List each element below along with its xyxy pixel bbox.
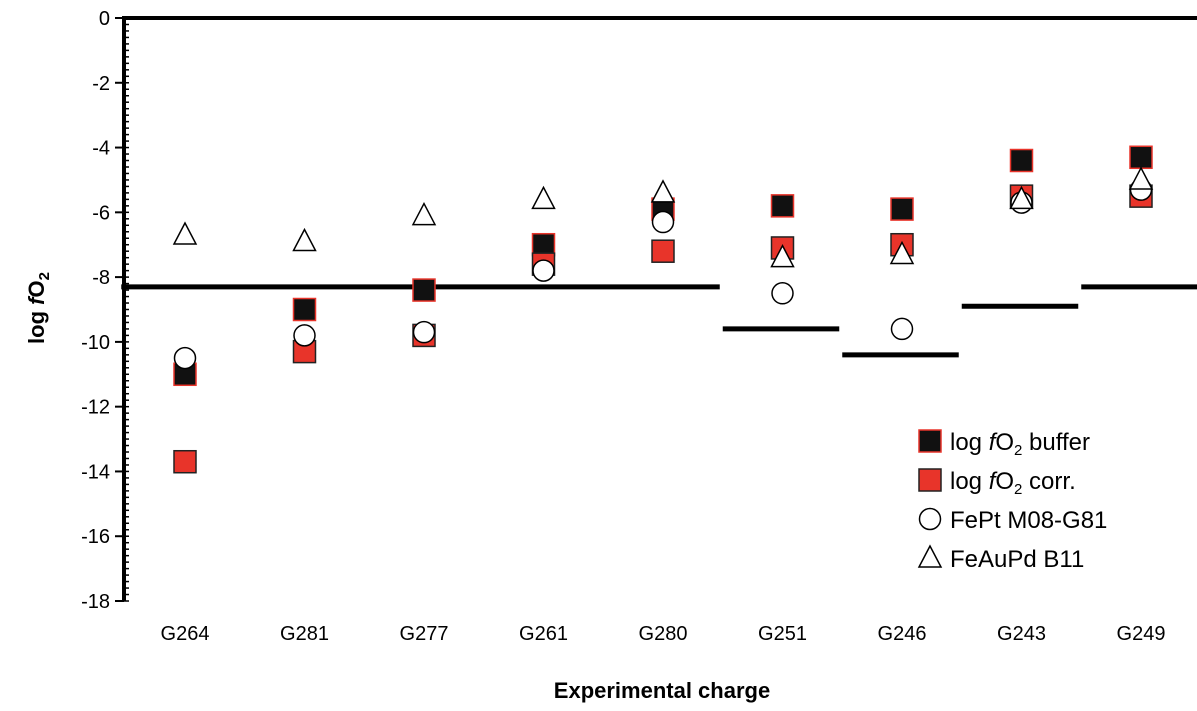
point-log-fo2-buffer bbox=[292, 297, 317, 322]
point-fept-m08-g81 bbox=[412, 320, 436, 344]
point-feaupd-b11 bbox=[770, 244, 795, 268]
y-tick-label: -8 bbox=[92, 267, 110, 289]
reference-lines bbox=[121, 284, 1197, 358]
point-log-fo2-buffer bbox=[770, 194, 795, 218]
y-tick-label: -6 bbox=[92, 202, 110, 224]
axes: 0 -2 -4 -6 -8 -10 -12 -14 -16 -18 G264 G281 G277 G261… bbox=[81, 8, 1197, 645]
x-tick-label: G264 bbox=[161, 623, 210, 645]
legend-marker-feaupd-b11 bbox=[917, 544, 943, 568]
point-fept-m08-g81 bbox=[532, 259, 555, 282]
legend-label-log-fo2-buffer: log fO2 buffer bbox=[950, 429, 1090, 459]
point-fept-m08-g81 bbox=[173, 346, 197, 370]
x-tick-label: G261 bbox=[519, 623, 568, 645]
point-fept-m08-g81 bbox=[890, 317, 914, 341]
legend: log fO2 buffer log fO2 corr. FePt M08-G81 F… bbox=[917, 429, 1107, 573]
point-fept-m08-g81 bbox=[771, 282, 794, 305]
point-feaupd-b11 bbox=[889, 240, 915, 265]
point-fept-m08-g81 bbox=[293, 324, 316, 347]
legend-marker-fept-m08-g81 bbox=[918, 507, 942, 531]
x-tick-label: G246 bbox=[878, 623, 927, 645]
y-tick-label: -4 bbox=[92, 138, 110, 160]
x-tick-label: G251 bbox=[758, 623, 807, 645]
y-tick-label: 0 bbox=[99, 8, 110, 30]
point-feaupd-b11 bbox=[411, 201, 437, 226]
point-feaupd-b11 bbox=[531, 185, 556, 210]
legend-label-log-fo2-corr: log fO2 corr. bbox=[950, 468, 1076, 498]
y-axis-title: log fO2 bbox=[24, 272, 53, 344]
point-log-fo2-buffer bbox=[1129, 145, 1153, 170]
point-log-fo2-corr bbox=[651, 239, 675, 263]
point-log-fo2-buffer bbox=[1009, 148, 1034, 173]
point-feaupd-b11 bbox=[1009, 185, 1034, 210]
y-tick-label: -16 bbox=[81, 526, 110, 548]
point-feaupd-b11 bbox=[172, 221, 198, 245]
point-feaupd-b11 bbox=[1128, 166, 1154, 190]
y-tick-label: -12 bbox=[81, 397, 110, 419]
x-tick-label: G277 bbox=[400, 623, 449, 645]
x-tick-label: G281 bbox=[280, 623, 329, 645]
point-feaupd-b11 bbox=[650, 179, 676, 203]
legend-marker-log-fo2-buffer bbox=[918, 429, 942, 453]
y-tick-label: -10 bbox=[81, 332, 110, 354]
y-tick-label: -18 bbox=[81, 591, 110, 613]
x-axis-title: Experimental charge bbox=[554, 678, 770, 703]
y-tick-label: -2 bbox=[92, 73, 110, 95]
point-feaupd-b11 bbox=[292, 227, 317, 252]
x-tick-label: G280 bbox=[639, 623, 688, 645]
legend-marker-log-fo2-corr bbox=[918, 468, 942, 492]
point-log-fo2-buffer bbox=[890, 197, 914, 221]
point-log-fo2-corr bbox=[173, 449, 197, 474]
point-fept-m08-g81 bbox=[651, 210, 675, 234]
x-tick-label: G243 bbox=[997, 623, 1046, 645]
x-tick-label: G249 bbox=[1117, 623, 1166, 645]
legend-label-fept-m08-g81: FePt M08-G81 bbox=[950, 507, 1107, 534]
point-log-fo2-buffer bbox=[412, 278, 436, 302]
data-points bbox=[172, 145, 1154, 474]
legend-label-feaupd-b11: FeAuPd B11 bbox=[950, 546, 1084, 573]
y-tick-label: -14 bbox=[81, 461, 110, 483]
